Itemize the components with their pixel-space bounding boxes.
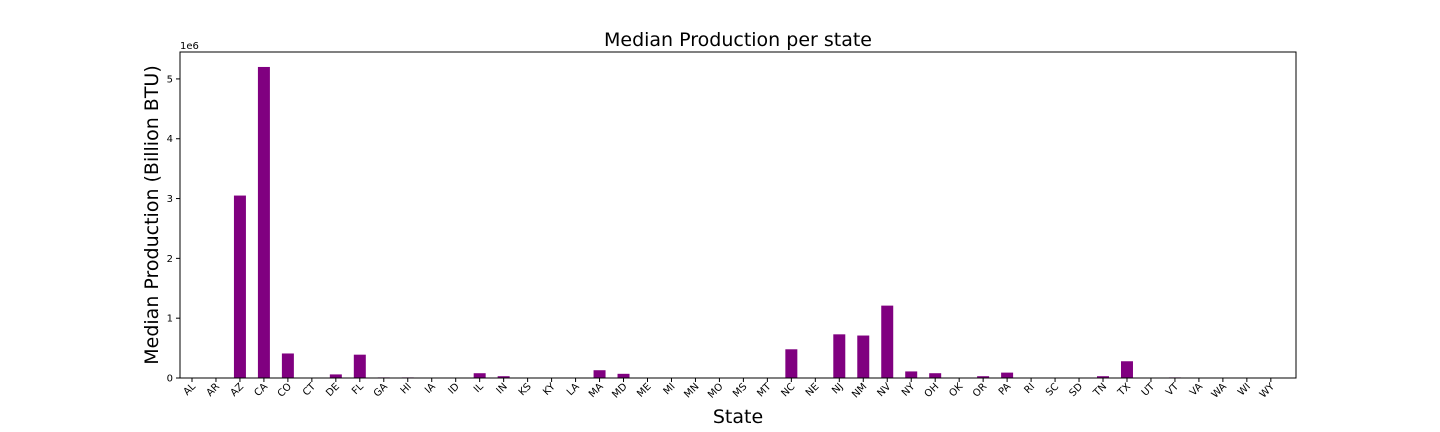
bar-or bbox=[977, 376, 990, 378]
bar-oh bbox=[929, 373, 942, 378]
bar-in bbox=[497, 376, 510, 378]
plot-frame bbox=[179, 51, 1297, 379]
bar-ca bbox=[257, 66, 270, 378]
bar-co bbox=[281, 353, 294, 378]
y-tick-label: 4 bbox=[167, 134, 173, 145]
bar-fl bbox=[353, 354, 366, 378]
bar-nj bbox=[833, 334, 846, 378]
bar-pa bbox=[1001, 372, 1014, 378]
bar-nc bbox=[785, 349, 798, 378]
y-tick-label: 1 bbox=[167, 314, 173, 325]
bar-tn bbox=[1097, 376, 1110, 378]
bar-ny bbox=[905, 371, 918, 378]
bars-group bbox=[233, 66, 1181, 379]
y-axis-label: Median Production (Billion BTU) bbox=[141, 65, 163, 365]
bar-tx bbox=[1120, 361, 1133, 378]
y-offset-label: 1e6 bbox=[180, 41, 199, 52]
y-tick-label: 0 bbox=[167, 374, 173, 385]
y-tick-label: 5 bbox=[167, 74, 173, 85]
y-tick-label: 3 bbox=[167, 194, 173, 205]
bar-nv bbox=[881, 305, 894, 378]
chart-title: Median Production per state bbox=[604, 29, 872, 51]
bar-md bbox=[617, 373, 630, 378]
x-axis-label: State bbox=[713, 406, 763, 428]
bar-il bbox=[473, 373, 486, 378]
bar-nm bbox=[857, 335, 870, 378]
bar-az bbox=[233, 195, 246, 378]
bar-ma bbox=[593, 370, 606, 378]
bar-de bbox=[329, 374, 342, 378]
y-axis: 0 1 2 3 4 5 bbox=[167, 74, 180, 385]
y-tick-label: 2 bbox=[167, 254, 173, 265]
